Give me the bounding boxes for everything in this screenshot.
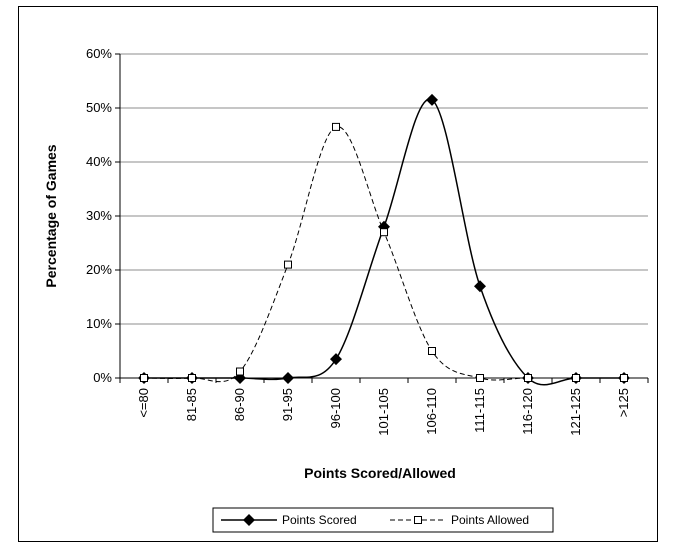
x-tick-label: >125	[616, 388, 631, 417]
data-point-points-allowed	[476, 374, 484, 382]
series-lines	[143, 98, 624, 386]
series-line-points-allowed	[143, 126, 624, 383]
y-tick-label: 40%	[86, 154, 112, 169]
legend: Points Scored Points Allowed	[212, 507, 554, 533]
data-point-points-scored	[474, 280, 486, 293]
data-point-points-allowed	[572, 374, 580, 382]
y-tick-label: 0%	[93, 370, 112, 385]
data-point-points-allowed	[188, 374, 196, 382]
data-point-points-allowed	[620, 374, 628, 382]
x-tick-label: 111-115	[472, 388, 487, 433]
x-tick-label: 101-105	[376, 388, 391, 436]
axes	[115, 53, 649, 383]
y-tick-label: 50%	[86, 100, 112, 115]
gridlines	[120, 53, 648, 325]
x-tick-labels: <=80 81-85 86-90 91-95 96-100 101-105 106-110 1…	[136, 388, 631, 436]
data-point-points-allowed	[332, 122, 340, 131]
data-point-points-allowed	[236, 367, 244, 376]
data-point-points-allowed	[284, 260, 292, 269]
x-tick-label: 91-95	[280, 388, 295, 421]
x-tick-label: 106-110	[424, 388, 439, 435]
series-markers	[138, 93, 630, 384]
y-tick-label: 30%	[86, 208, 112, 223]
data-point-points-scored	[282, 372, 294, 384]
chart-frame	[18, 6, 658, 542]
x-tick-label: <=80	[136, 388, 151, 418]
data-point-points-allowed	[140, 374, 148, 382]
x-tick-label: 116-120	[520, 388, 535, 435]
x-tick-label: 81-85	[184, 388, 199, 421]
legend-label-points-allowed: Points Allowed	[451, 513, 529, 527]
data-point-points-allowed	[380, 228, 388, 237]
y-axis-title: Percentage of Games	[43, 144, 59, 287]
legend-marker-points-allowed	[414, 516, 422, 524]
x-axis-title: Points Scored/Allowed	[304, 465, 456, 481]
data-point-points-scored	[426, 93, 438, 106]
y-tick-labels: 0% 10% 20% 30% 40% 50% 60%	[86, 46, 112, 385]
y-tick-label: 60%	[86, 46, 112, 61]
x-tick-label: 96-100	[328, 388, 343, 428]
legend-marker-points-scored	[243, 514, 255, 526]
series-line-points-scored	[143, 98, 624, 386]
legend-label-points-scored: Points Scored	[282, 513, 357, 527]
data-point-points-allowed	[428, 347, 436, 355]
y-tick-label: 10%	[86, 316, 112, 331]
x-tick-label: 86-90	[232, 388, 247, 421]
data-point-points-allowed	[524, 374, 532, 382]
x-tick-label: 121-125	[568, 388, 583, 436]
y-tick-label: 20%	[86, 262, 112, 277]
data-point-points-scored	[330, 353, 342, 366]
